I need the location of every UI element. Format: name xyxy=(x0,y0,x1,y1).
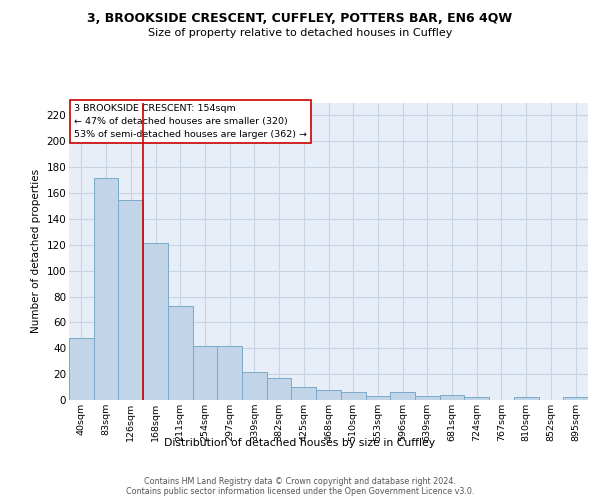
Bar xyxy=(514,398,539,400)
Text: Contains public sector information licensed under the Open Government Licence v3: Contains public sector information licen… xyxy=(126,486,474,496)
Bar xyxy=(415,396,440,400)
Bar xyxy=(242,372,267,400)
Bar xyxy=(563,398,588,400)
Bar xyxy=(440,395,464,400)
Text: 3 BROOKSIDE CRESCENT: 154sqm
← 47% of detached houses are smaller (320)
53% of s: 3 BROOKSIDE CRESCENT: 154sqm ← 47% of de… xyxy=(74,104,307,138)
Text: Distribution of detached houses by size in Cuffley: Distribution of detached houses by size … xyxy=(164,438,436,448)
Bar xyxy=(292,387,316,400)
Bar xyxy=(193,346,217,400)
Bar xyxy=(168,306,193,400)
Bar xyxy=(365,396,390,400)
Y-axis label: Number of detached properties: Number of detached properties xyxy=(31,169,41,334)
Bar xyxy=(217,346,242,400)
Text: Contains HM Land Registry data © Crown copyright and database right 2024.: Contains HM Land Registry data © Crown c… xyxy=(144,476,456,486)
Bar xyxy=(118,200,143,400)
Bar xyxy=(341,392,365,400)
Bar xyxy=(69,338,94,400)
Bar xyxy=(143,244,168,400)
Text: 3, BROOKSIDE CRESCENT, CUFFLEY, POTTERS BAR, EN6 4QW: 3, BROOKSIDE CRESCENT, CUFFLEY, POTTERS … xyxy=(88,12,512,26)
Text: Size of property relative to detached houses in Cuffley: Size of property relative to detached ho… xyxy=(148,28,452,38)
Bar xyxy=(94,178,118,400)
Bar xyxy=(464,398,489,400)
Bar xyxy=(316,390,341,400)
Bar xyxy=(267,378,292,400)
Bar xyxy=(390,392,415,400)
